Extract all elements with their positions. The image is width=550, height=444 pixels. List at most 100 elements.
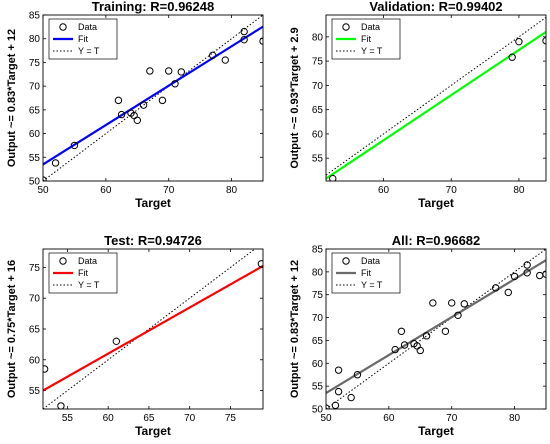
data-point — [391, 345, 399, 354]
y-tick-label: 75 — [312, 57, 324, 68]
y-tick-label: 60 — [312, 129, 324, 140]
data-point — [397, 327, 406, 335]
x-tick-label: 70 — [446, 185, 458, 196]
x-tick-label: 60 — [103, 413, 115, 424]
data-point — [504, 288, 512, 297]
legend: Data Fit Y = T — [48, 18, 118, 60]
legend-data-marker — [342, 257, 350, 265]
legend-label-data: Data — [78, 22, 97, 32]
data-point — [139, 101, 148, 109]
data-point — [441, 327, 450, 335]
legend: Data Fit Y = T — [48, 252, 118, 294]
identity-line — [43, 15, 263, 181]
data-point — [114, 96, 123, 105]
legend-label-fit: Fit — [78, 268, 88, 278]
x-tick-label: 75 — [225, 413, 237, 424]
data-point — [400, 341, 409, 349]
chart-panel-3: 55 60 65 70 75 55 60 65 70 75 Data Fit Y = T Test: R=… — [6, 233, 264, 438]
y-tick-label: 85 — [312, 245, 324, 256]
fit-line — [43, 25, 263, 166]
legend-label-fit: Fit — [361, 268, 371, 278]
data-point — [508, 53, 516, 61]
data-point — [240, 35, 248, 44]
y-axis-label: Output ~= 0.83*Target + 12 — [289, 260, 301, 398]
data-point — [165, 67, 173, 75]
data-point — [422, 332, 431, 340]
chart-title: All: R=0.96682 — [392, 233, 481, 248]
y-tick-label: 55 — [29, 386, 41, 397]
y-tick-label: 60 — [312, 359, 324, 370]
legend-label-identity: Y = T — [361, 280, 383, 290]
y-tick-label: 55 — [29, 153, 41, 164]
y-tick-label: 65 — [312, 105, 324, 116]
data-point — [510, 272, 519, 281]
data-point — [329, 174, 337, 181]
data-point — [331, 401, 340, 409]
data-point — [523, 269, 531, 277]
x-axis-label: Target — [135, 196, 171, 210]
y-tick-label: 65 — [29, 105, 41, 116]
y-tick-label: 70 — [312, 81, 324, 92]
data-point — [416, 346, 424, 355]
y-tick-label: 60 — [29, 129, 41, 140]
x-tick-label: 70 — [184, 413, 196, 424]
data-point — [326, 404, 330, 409]
y-tick-label: 80 — [29, 34, 41, 45]
data-point — [429, 299, 437, 307]
y-tick-label: 60 — [29, 355, 41, 366]
x-tick-label: 80 — [226, 185, 238, 196]
y-tick-label: 80 — [312, 267, 324, 278]
data-point — [334, 366, 343, 374]
y-tick-label: 65 — [29, 325, 41, 336]
data-point — [353, 371, 362, 379]
data-point — [43, 176, 47, 181]
legend-label-identity: Y = T — [361, 46, 383, 56]
x-tick-label: 80 — [509, 413, 521, 424]
data-point — [492, 284, 500, 292]
y-tick-label: 55 — [312, 154, 324, 165]
y-tick-label: 70 — [29, 82, 41, 93]
x-tick-label: 50 — [320, 413, 332, 424]
axes-frame — [325, 248, 547, 410]
chart-panel-2: 60 70 80 55 60 65 70 75 80 Data Fit Y = T Validation… — [289, 0, 547, 210]
data-point — [133, 116, 141, 124]
data-point — [221, 56, 229, 64]
y-tick-label: 85 — [29, 11, 41, 22]
y-axis-label: Output ~= 0.93*Target + 2.9 — [289, 27, 301, 168]
y-tick-label: 75 — [29, 263, 41, 274]
y-axis-label: Output ~= 0.75*Target + 16 — [6, 260, 18, 398]
chart-title: Validation: R=0.99402 — [369, 0, 502, 14]
y-tick-label: 70 — [29, 294, 41, 305]
x-axis-label: Target — [418, 424, 454, 438]
x-tick-label: 50 — [37, 185, 49, 196]
y-tick-label: 50 — [29, 177, 41, 188]
data-point — [177, 68, 185, 76]
axes-frame — [42, 14, 264, 182]
legend-label-data: Data — [361, 22, 380, 32]
data-point — [57, 402, 65, 409]
y-axis-label: Output ~= 0.83*Target + 12 — [6, 29, 18, 167]
legend: Data Fit Y = T — [331, 252, 401, 294]
data-point — [209, 51, 217, 60]
y-tick-label: 75 — [29, 58, 41, 69]
x-axis-label: Target — [418, 196, 454, 210]
legend-label-fit: Fit — [361, 34, 371, 44]
x-tick-label: 80 — [513, 185, 525, 196]
data-point — [240, 27, 248, 36]
data-point — [43, 365, 49, 373]
data-point — [158, 96, 167, 105]
chart-panel-1: 50 60 70 80 50 55 60 65 70 75 80 85 Data Fit Y = T Trai… — [6, 0, 264, 210]
x-tick-label: 60 — [383, 413, 395, 424]
y-tick-label: 80 — [312, 32, 324, 43]
y-tick-label: 70 — [312, 313, 324, 324]
axes-frame — [42, 248, 264, 410]
legend-data-marker — [342, 23, 350, 31]
chart-title: Training: R=0.96248 — [92, 0, 214, 14]
y-tick-label: 55 — [312, 382, 324, 393]
x-axis-label: Target — [135, 424, 171, 438]
data-point — [448, 299, 456, 307]
x-tick-label: 70 — [163, 185, 175, 196]
data-point — [171, 80, 179, 88]
legend-label-data: Data — [78, 256, 97, 266]
chart-panel-4: 50 60 70 80 50 55 60 65 70 75 80 85 Data Fit Y = T All:… — [289, 233, 547, 438]
